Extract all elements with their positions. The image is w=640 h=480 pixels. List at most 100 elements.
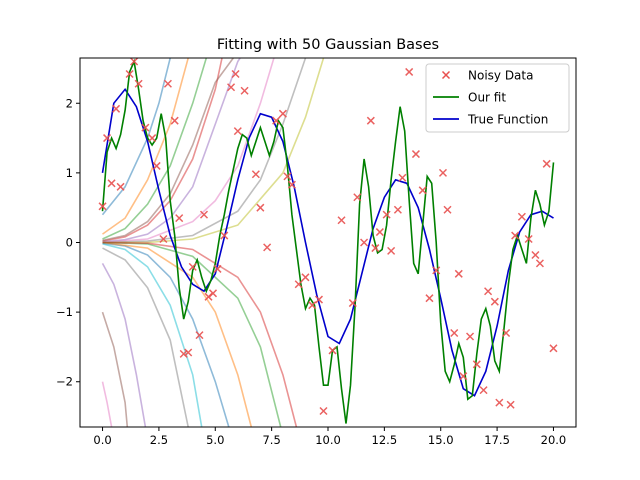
data-point bbox=[179, 349, 188, 358]
data-point bbox=[240, 86, 249, 95]
data-point bbox=[227, 83, 236, 92]
data-point bbox=[472, 360, 481, 369]
basis-curve bbox=[102, 247, 189, 427]
data-point bbox=[208, 289, 218, 298]
x-tick-label: 10.0 bbox=[315, 433, 341, 447]
basis-curve bbox=[102, 241, 298, 427]
data-point bbox=[294, 280, 303, 289]
basis-curve bbox=[102, 241, 253, 427]
data-point bbox=[348, 299, 357, 308]
y-axis: −2 −1 0 1 2 bbox=[56, 96, 80, 389]
data-point bbox=[366, 116, 375, 125]
data-point bbox=[319, 406, 328, 416]
data-point bbox=[360, 238, 369, 247]
y-tick-label: 2 bbox=[66, 96, 73, 110]
data-point bbox=[490, 297, 499, 306]
legend: Noisy Data Our fit True Function bbox=[425, 63, 570, 133]
legend-label: Our fit bbox=[468, 91, 506, 105]
data-point bbox=[517, 212, 526, 221]
data-point bbox=[134, 79, 143, 88]
data-point bbox=[328, 346, 337, 355]
data-point bbox=[152, 161, 161, 170]
x-tick-label: 5.0 bbox=[206, 433, 224, 447]
x-tick-label: 17.5 bbox=[484, 433, 510, 447]
data-point bbox=[314, 295, 324, 304]
data-point bbox=[301, 273, 310, 282]
data-point bbox=[495, 398, 504, 407]
data-point bbox=[382, 210, 391, 219]
legend-box bbox=[425, 63, 570, 133]
true-function-line bbox=[101, 87, 554, 397]
our-fit-layer bbox=[101, 58, 555, 424]
basis-curve bbox=[102, 58, 208, 240]
legend-label: True Function bbox=[467, 113, 548, 127]
data-point bbox=[371, 244, 380, 253]
data-point bbox=[287, 180, 296, 189]
x-tick-label: 12.5 bbox=[372, 433, 398, 447]
basis-curve bbox=[102, 58, 189, 235]
data-point bbox=[484, 287, 493, 296]
data-point bbox=[213, 264, 222, 273]
data-point bbox=[459, 372, 468, 381]
data-point bbox=[263, 243, 272, 252]
x-tick-label: 2.5 bbox=[150, 433, 168, 447]
basis-curve bbox=[102, 243, 203, 427]
basis-curve bbox=[101, 381, 113, 427]
data-point bbox=[432, 266, 441, 275]
y-tick-label: 1 bbox=[66, 166, 73, 180]
data-point bbox=[141, 123, 150, 132]
data-point bbox=[272, 116, 281, 125]
y-tick-label: −2 bbox=[56, 375, 73, 389]
legend-marker bbox=[441, 70, 451, 80]
data-point bbox=[443, 205, 452, 214]
data-point bbox=[454, 269, 463, 278]
data-point bbox=[231, 69, 240, 79]
data-point bbox=[511, 231, 520, 240]
data-point bbox=[438, 168, 448, 177]
data-point bbox=[103, 134, 112, 143]
data-point bbox=[175, 214, 184, 223]
y-tick-label: 0 bbox=[66, 236, 73, 250]
data-point bbox=[308, 301, 317, 310]
data-point bbox=[116, 182, 125, 191]
basis-curve bbox=[102, 58, 307, 244]
data-point bbox=[199, 210, 209, 219]
data-point bbox=[387, 246, 396, 255]
gaussian-basis-curves bbox=[101, 58, 325, 427]
data-point bbox=[283, 172, 292, 181]
data-point bbox=[506, 400, 515, 409]
data-point bbox=[278, 109, 287, 118]
data-point bbox=[542, 159, 551, 168]
data-point bbox=[98, 202, 107, 211]
data-point bbox=[479, 386, 488, 395]
data-point bbox=[549, 344, 558, 353]
our-fit-line bbox=[101, 58, 555, 424]
data-point bbox=[502, 328, 511, 338]
y-tick-label: −1 bbox=[56, 305, 73, 319]
data-point bbox=[411, 150, 420, 159]
data-point bbox=[418, 186, 427, 195]
data-point bbox=[375, 228, 384, 237]
data-point bbox=[130, 58, 139, 66]
x-tick-label: 7.5 bbox=[262, 433, 280, 447]
data-point bbox=[148, 134, 157, 143]
data-point bbox=[256, 203, 265, 212]
x-tick-label: 15.0 bbox=[428, 433, 454, 447]
data-point bbox=[425, 294, 434, 303]
data-point bbox=[393, 205, 402, 214]
data-point bbox=[398, 173, 407, 182]
data-point bbox=[220, 231, 229, 240]
data-point bbox=[466, 332, 475, 341]
basis-curve bbox=[102, 58, 275, 244]
data-point bbox=[233, 127, 242, 136]
data-point bbox=[450, 328, 459, 338]
data-point bbox=[337, 216, 346, 225]
x-tick-label: 0.0 bbox=[93, 433, 111, 447]
data-point bbox=[524, 234, 533, 244]
data-point bbox=[188, 262, 197, 271]
true-function-layer bbox=[101, 87, 554, 397]
x-axis: 0.0 2.5 5.0 7.5 10.0 12.5 15.0 17.5 20.0 bbox=[93, 427, 566, 447]
data-point bbox=[531, 251, 540, 260]
basis-curve bbox=[101, 263, 147, 427]
x-tick-label: 20.0 bbox=[541, 433, 567, 447]
